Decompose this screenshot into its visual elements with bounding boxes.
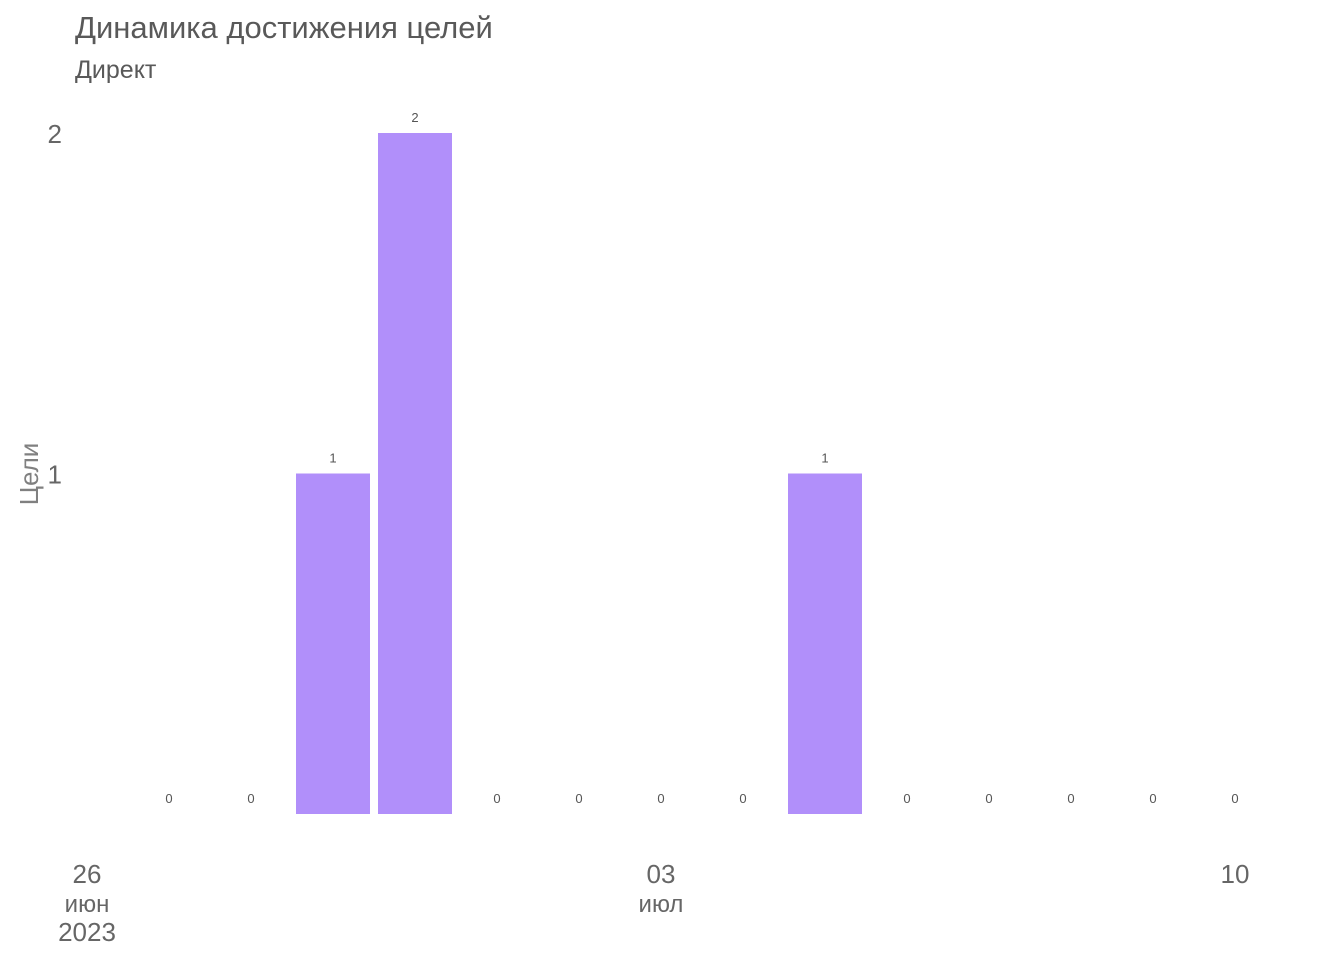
bar-2023-07-05 [788, 473, 862, 814]
x-tick-day: 10 [1221, 859, 1250, 889]
y-axis: 12 [48, 119, 62, 490]
data-label-2023-07-07: 0 [985, 791, 992, 806]
x-tick-year: 2023 [58, 917, 116, 947]
data-label-2023-07-02: 0 [575, 791, 582, 806]
bar-2023-06-30 [378, 133, 452, 814]
x-tick-day: 26 [73, 859, 102, 889]
chart-subtitle: Директ [75, 56, 157, 84]
data-label-2023-07-08: 0 [1067, 791, 1074, 806]
data-label-2023-07-01: 0 [493, 791, 500, 806]
data-label-2023-06-29: 1 [329, 451, 336, 466]
y-tick-label: 1 [48, 460, 62, 490]
data-label-2023-06-27: 0 [165, 791, 172, 806]
bars-group [296, 133, 862, 814]
data-label-2023-07-06: 0 [903, 791, 910, 806]
data-label-2023-07-04: 0 [739, 791, 746, 806]
chart-title: Динамика достижения целей [75, 10, 493, 45]
data-label-2023-06-28: 0 [247, 791, 254, 806]
data-labels-group: 0 0 1 2 0 0 0 0 1 0 0 0 0 0 [165, 110, 1238, 806]
data-label-2023-07-05: 1 [821, 451, 828, 466]
x-tick-month: июн [65, 891, 110, 918]
y-tick-label: 2 [48, 119, 62, 149]
bar-2023-06-29 [296, 473, 370, 814]
data-label-2023-07-03: 0 [657, 791, 664, 806]
y-axis-label: Цели [14, 443, 44, 506]
x-tick-month: июл [639, 891, 684, 918]
data-label-2023-07-10: 0 [1231, 791, 1238, 806]
data-label-2023-07-09: 0 [1149, 791, 1156, 806]
data-label-2023-06-30: 2 [411, 110, 418, 125]
x-tick-day: 03 [647, 859, 676, 889]
